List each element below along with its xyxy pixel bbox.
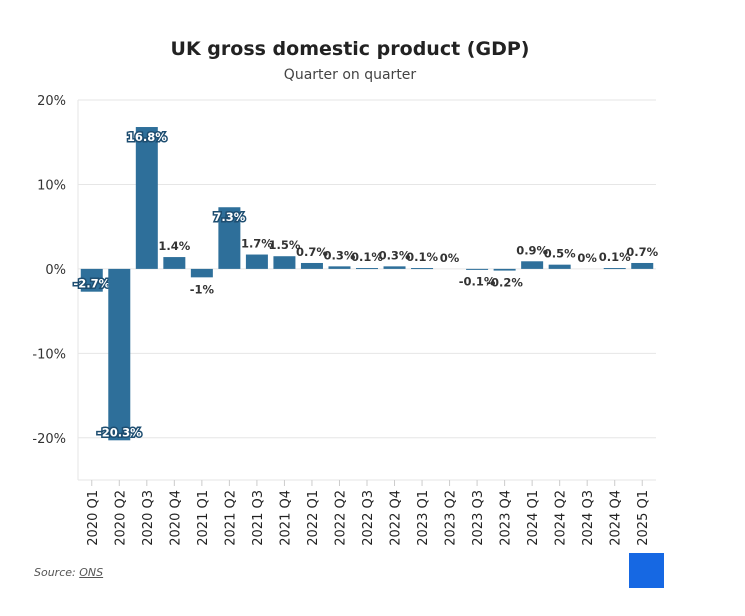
x-tick-label: 2023 Q1	[416, 490, 431, 546]
bar	[356, 268, 378, 270]
x-tick-label: 2024 Q2	[554, 490, 569, 546]
x-tick-label: 2025 Q1	[636, 490, 651, 546]
data-label: 1.5%	[268, 238, 300, 252]
bar	[135, 127, 158, 269]
chart-title: UK gross domestic product (GDP)	[170, 38, 530, 60]
x-tick-label: 2020 Q4	[168, 490, 183, 546]
x-tick-label: 2021 Q3	[251, 490, 266, 546]
x-tick-label: 2021 Q1	[196, 490, 211, 546]
data-label: 7.3%	[213, 210, 245, 224]
x-tick-label: 2022 Q1	[306, 490, 321, 546]
bar	[218, 207, 241, 269]
x-tick-label: 2024 Q4	[609, 490, 624, 546]
chart-subtitle: Quarter on quarter	[283, 67, 417, 83]
x-tick-label: 2020 Q1	[86, 490, 101, 546]
data-label: 0%	[440, 251, 460, 265]
data-label: 1.4%	[158, 239, 190, 253]
bar	[245, 254, 268, 269]
x-tick-label: 2021 Q2	[223, 490, 238, 546]
x-tick-label: 2024 Q1	[526, 490, 541, 546]
data-label: 0.5%	[544, 247, 576, 261]
euronews-logo	[629, 553, 664, 588]
data-label: 0.1%	[351, 250, 383, 264]
y-tick-label: 20%	[37, 94, 66, 109]
data-label: -2.7%	[73, 277, 110, 291]
x-tick-label: 2022 Q4	[389, 490, 404, 546]
bar	[631, 262, 654, 269]
x-tick-label: 2022 Q3	[361, 490, 376, 546]
bar	[411, 268, 434, 270]
y-tick-label: 0%	[45, 263, 66, 278]
x-tick-label: 2023 Q3	[471, 490, 486, 546]
x-tick-label: 2020 Q3	[141, 490, 156, 546]
x-tick-label: 2020 Q2	[113, 490, 128, 546]
bar	[273, 256, 296, 269]
source-label: Source:	[34, 566, 76, 579]
bar-chart: 20% 10% 0% -10% -20% 2020 Q1 -2.7% 2020 Q2 -20.3…	[32, 94, 658, 546]
data-label: 0.7%	[296, 245, 328, 259]
y-tick-label: -10%	[32, 347, 66, 362]
bar	[603, 268, 626, 270]
x-tick-label: 2021 Q4	[278, 490, 293, 546]
x-tick-label: 2022 Q2	[333, 490, 348, 546]
bar	[80, 268, 103, 292]
bar	[328, 266, 351, 269]
source-note: Source: ONS	[34, 566, 103, 579]
data-label: -0.1%	[459, 275, 496, 289]
data-label: 0.9%	[516, 243, 548, 257]
data-label: -1%	[190, 282, 215, 296]
data-label: 0%	[577, 251, 597, 265]
data-label: 0.7%	[626, 245, 658, 259]
y-tick-label: 10%	[37, 178, 66, 193]
bar	[108, 268, 131, 441]
data-label: 16.8%	[127, 130, 167, 144]
bar	[190, 268, 213, 278]
bar	[383, 266, 406, 269]
x-tick-label: 2023 Q4	[499, 490, 514, 546]
data-label: -0.2%	[486, 276, 523, 290]
x-tick-label: 2024 Q3	[581, 490, 596, 546]
x-tick-label: 2023 Q2	[444, 490, 459, 546]
bar	[521, 261, 544, 269]
data-label: 0.1%	[406, 250, 438, 264]
y-tick-label: -20%	[32, 432, 66, 447]
bar	[300, 262, 323, 269]
data-label: 0.3%	[324, 248, 356, 262]
data-label: 0.1%	[599, 250, 631, 264]
bar	[163, 257, 186, 269]
bar	[466, 268, 489, 270]
source-link[interactable]: ONS	[79, 566, 104, 579]
bar	[493, 268, 516, 271]
data-label: 0.3%	[379, 248, 411, 262]
data-label: -20.3%	[97, 425, 142, 439]
data-label: 1.7%	[241, 237, 273, 251]
bar	[548, 264, 571, 269]
